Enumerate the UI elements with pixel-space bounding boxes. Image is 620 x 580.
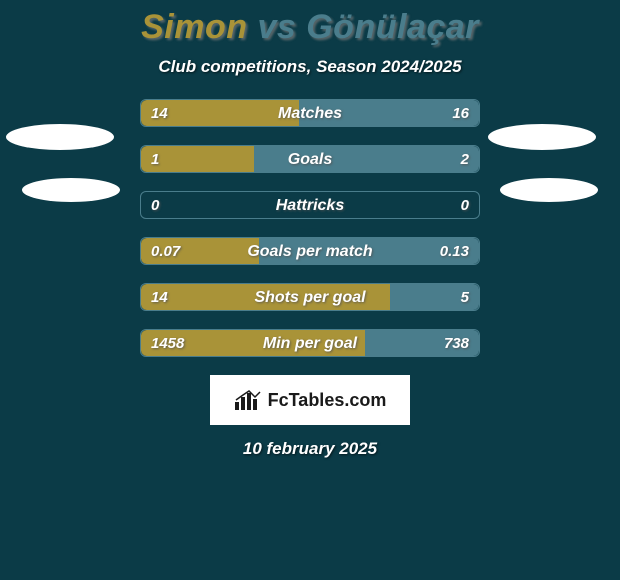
- stat-value-right: 738: [444, 330, 469, 357]
- stat-label: Shots per goal: [141, 284, 479, 311]
- stat-row: 0.07Goals per match0.13: [140, 237, 480, 265]
- decorative-oval: [22, 178, 120, 202]
- source-badge: FcTables.com: [210, 375, 410, 425]
- decorative-oval: [6, 124, 114, 150]
- subtitle: Club competitions, Season 2024/2025: [0, 57, 620, 77]
- badge-text: FcTables.com: [268, 390, 387, 411]
- bar-chart-icon: [234, 389, 262, 411]
- stat-label: Hattricks: [141, 192, 479, 219]
- date-text: 10 february 2025: [0, 439, 620, 459]
- stat-row: 14Matches16: [140, 99, 480, 127]
- stats-rows: 14Matches16 1Goals2 0Hattricks0 0.07Goals p…: [140, 99, 480, 357]
- stat-row: 1Goals2: [140, 145, 480, 173]
- comparison-title: Simon vs Gönülaçar: [0, 8, 620, 47]
- stat-value-right: 2: [461, 146, 469, 173]
- stat-row: 14Shots per goal5: [140, 283, 480, 311]
- stat-label: Goals per match: [141, 238, 479, 265]
- stat-value-right: 0: [461, 192, 469, 219]
- stat-value-right: 16: [452, 100, 469, 127]
- decorative-oval: [488, 124, 596, 150]
- player2-name: Gönülaçar: [306, 8, 479, 46]
- player1-name: Simon: [141, 8, 247, 46]
- decorative-oval: [500, 178, 598, 202]
- stat-row: 0Hattricks0: [140, 191, 480, 219]
- stat-value-right: 0.13: [440, 238, 469, 265]
- stat-row: 1458Min per goal738: [140, 329, 480, 357]
- stat-label: Goals: [141, 146, 479, 173]
- stat-label: Matches: [141, 100, 479, 127]
- vs-text: vs: [257, 8, 296, 46]
- stat-value-right: 5: [461, 284, 469, 311]
- stat-label: Min per goal: [141, 330, 479, 357]
